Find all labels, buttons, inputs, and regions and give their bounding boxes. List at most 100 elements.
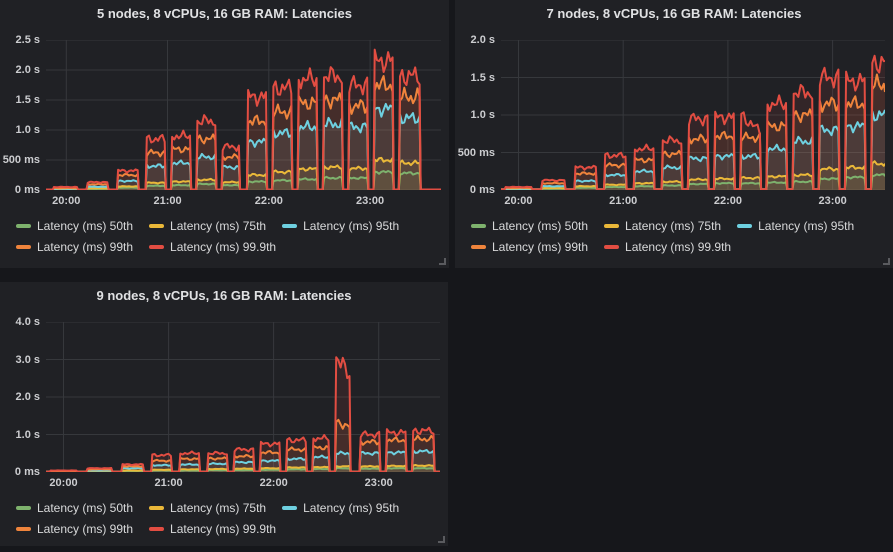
x-tick-label: 20:00	[504, 195, 533, 207]
latency-graph[interactable]	[46, 40, 441, 190]
legend-series-swatch-icon	[149, 224, 165, 228]
y-tick-label: 1.0 s	[15, 428, 40, 441]
legend-item-label: Latency (ms) 99th	[37, 240, 134, 254]
legend-item-label: Latency (ms) 95th	[303, 501, 400, 515]
legend-series-swatch-icon	[604, 245, 620, 249]
plot-area[interactable]	[46, 322, 440, 472]
plot-area[interactable]	[501, 40, 885, 190]
y-tick-label: 2.5 s	[15, 34, 40, 46]
legend-series-swatch-icon	[149, 506, 165, 510]
x-tick-label: 23:00	[356, 195, 385, 207]
y-axis: 0 ms 500 ms 1.0 s 1.5 s 2.0 s 2.5 s	[0, 34, 46, 196]
panel-title[interactable]: 7 nodes, 8 vCPUs, 16 GB RAM: Latencies	[546, 6, 802, 21]
legend-item[interactable]: Latency (ms) 75th	[604, 219, 721, 233]
panel-resize-handle-icon[interactable]	[437, 535, 445, 543]
legend-series-swatch-icon	[282, 224, 298, 228]
legend-series-swatch-icon	[282, 506, 298, 510]
legend-item-label: Latency (ms) 99th	[492, 240, 589, 254]
panel-resize-handle-icon[interactable]	[438, 257, 446, 265]
legend-item[interactable]: Latency (ms) 50th	[16, 219, 133, 233]
y-axis: 0 ms 500 ms 1.0 s 1.5 s 2.0 s	[455, 34, 501, 196]
y-axis: 0 ms 1.0 s 2.0 s 3.0 s 4.0 s	[0, 316, 46, 478]
legend-item[interactable]: Latency (ms) 99.9th	[149, 240, 276, 254]
x-axis: 20:00 21:00 22:00 23:00	[501, 190, 885, 210]
y-tick-label: 0 ms	[14, 184, 40, 196]
legend-item[interactable]: Latency (ms) 99.9th	[604, 240, 731, 254]
legend-item[interactable]: Latency (ms) 75th	[149, 501, 266, 515]
y-tick-label: 1.5 s	[15, 94, 40, 106]
y-tick-label: 3.0 s	[15, 353, 40, 366]
y-tick-label: 0 ms	[469, 184, 495, 196]
chart-area: 0 ms 500 ms 1.0 s 1.5 s 2.0 s 20:00 21:00 22:0…	[455, 34, 893, 210]
y-tick-label: 1.0 s	[15, 124, 40, 136]
series-area-p999	[501, 55, 885, 190]
x-tick-label: 20:00	[49, 477, 78, 489]
y-tick-label: 500 ms	[457, 146, 495, 159]
legend-item-label: Latency (ms) 75th	[625, 219, 722, 233]
legend-item-label: Latency (ms) 99.9th	[170, 522, 277, 536]
latency-graph[interactable]	[501, 40, 885, 190]
legend-series-swatch-icon	[737, 224, 753, 228]
x-tick-label: 21:00	[154, 477, 183, 489]
panel-5-nodes-latencies: 5 nodes, 8 vCPUs, 16 GB RAM: Latencies 0…	[0, 0, 449, 268]
series-line-p999	[501, 54, 885, 190]
series-line-p999	[46, 48, 441, 190]
legend-item-label: Latency (ms) 50th	[37, 501, 134, 515]
legend-item-label: Latency (ms) 50th	[37, 219, 134, 233]
chart-area: 0 ms 500 ms 1.0 s 1.5 s 2.0 s 2.5 s 20:00 21:0…	[0, 34, 449, 210]
x-axis: 20:00 21:00 22:00 23:00	[46, 190, 441, 210]
legend-item[interactable]: Latency (ms) 50th	[471, 219, 588, 233]
legend-item[interactable]: Latency (ms) 99th	[16, 522, 133, 536]
legend-item-label: Latency (ms) 95th	[758, 219, 855, 233]
legend-item-label: Latency (ms) 99th	[37, 522, 134, 536]
y-tick-label: 0 ms	[14, 466, 40, 478]
legend-item-label: Latency (ms) 95th	[303, 219, 400, 233]
legend-item[interactable]: Latency (ms) 50th	[16, 501, 133, 515]
panel-title[interactable]: 9 nodes, 8 vCPUs, 16 GB RAM: Latencies	[96, 288, 352, 303]
legend-series-swatch-icon	[16, 527, 31, 531]
x-tick-label: 22:00	[254, 195, 283, 207]
x-tick-label: 23:00	[364, 477, 393, 489]
y-tick-label: 4.0 s	[15, 316, 40, 328]
legend-item[interactable]: Latency (ms) 99th	[471, 240, 588, 254]
y-tick-label: 2.0 s	[15, 391, 40, 403]
x-tick-label: 21:00	[153, 195, 182, 207]
legend-item[interactable]: Latency (ms) 99th	[16, 240, 133, 254]
legend-item[interactable]: Latency (ms) 75th	[149, 219, 266, 233]
legend-item-label: Latency (ms) 75th	[170, 501, 267, 515]
legend-item[interactable]: Latency (ms) 95th	[282, 219, 399, 233]
x-tick-label: 21:00	[609, 195, 638, 207]
legend-item-label: Latency (ms) 75th	[170, 219, 267, 233]
y-tick-label: 500 ms	[2, 154, 40, 166]
series-area-p999	[46, 357, 440, 472]
panel-9-nodes-latencies: 9 nodes, 8 vCPUs, 16 GB RAM: Latencies 0…	[0, 282, 448, 546]
y-tick-label: 1.0 s	[470, 109, 495, 121]
latency-graph[interactable]	[46, 322, 440, 472]
x-tick-label: 23:00	[818, 195, 847, 207]
legend-item[interactable]: Latency (ms) 95th	[737, 219, 854, 233]
panel-resize-handle-icon[interactable]	[882, 257, 890, 265]
legend-series-swatch-icon	[604, 224, 620, 228]
panel-title[interactable]: 5 nodes, 8 vCPUs, 16 GB RAM: Latencies	[96, 6, 353, 21]
legend-series-swatch-icon	[16, 245, 31, 249]
y-tick-label: 2.0 s	[15, 64, 40, 76]
legend-series-swatch-icon	[16, 224, 31, 228]
x-tick-label: 22:00	[259, 477, 288, 489]
plot-area[interactable]	[46, 40, 441, 190]
panel-7-nodes-latencies: 7 nodes, 8 vCPUs, 16 GB RAM: Latencies 0…	[455, 0, 893, 268]
series-area-p99	[46, 419, 440, 472]
series-area-p999	[46, 49, 441, 190]
legend-series-swatch-icon	[471, 245, 486, 249]
legend: Latency (ms) 50th Latency (ms) 75th Latenc…	[0, 492, 448, 536]
legend-series-swatch-icon	[16, 506, 31, 510]
series-line-p999	[46, 356, 440, 472]
legend-item-label: Latency (ms) 99.9th	[625, 240, 732, 254]
legend-item-label: Latency (ms) 50th	[492, 219, 589, 233]
legend-item-label: Latency (ms) 99.9th	[170, 240, 277, 254]
x-tick-label: 22:00	[713, 195, 742, 207]
legend-item[interactable]: Latency (ms) 99.9th	[149, 522, 276, 536]
legend: Latency (ms) 50th Latency (ms) 75th Latenc…	[0, 210, 449, 254]
legend-item[interactable]: Latency (ms) 95th	[282, 501, 399, 515]
legend-series-swatch-icon	[149, 245, 165, 249]
x-tick-label: 20:00	[52, 195, 81, 207]
